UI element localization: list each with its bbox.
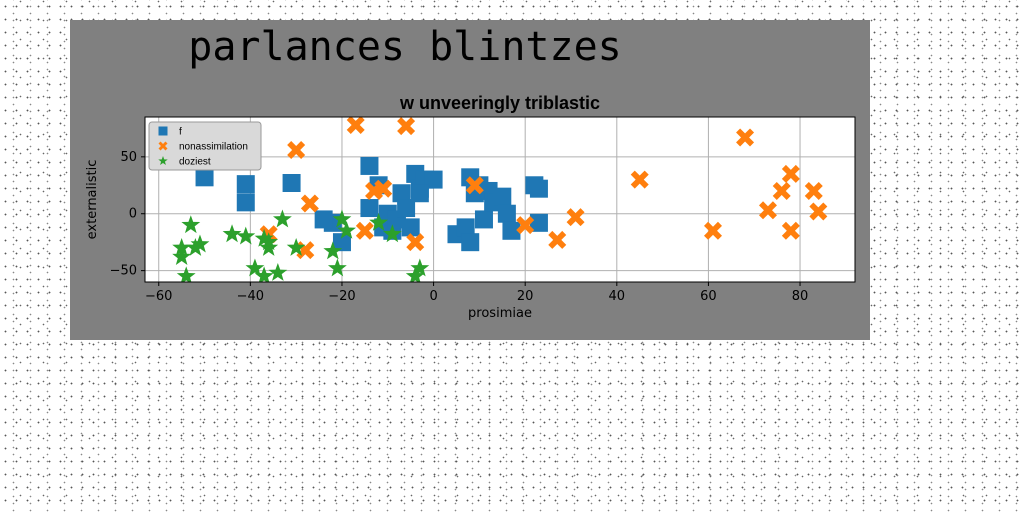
legend-label: nonassimilation: [179, 142, 248, 153]
data-point-x: [355, 221, 374, 240]
x-tick-label: 0: [429, 289, 437, 304]
x-tick-label: 80: [792, 289, 809, 304]
y-tick-label: 50: [120, 150, 137, 165]
data-point-square: [282, 174, 301, 192]
data-point-square: [236, 193, 255, 212]
data-point-star: [245, 258, 265, 277]
x-tick-label: 60: [700, 289, 717, 304]
figure-suptitle: parlances blintzes: [188, 24, 622, 70]
legend-label: doziest: [179, 157, 211, 168]
data-point-star: [254, 228, 274, 247]
data-point-x: [406, 233, 425, 252]
data-point-square: [195, 168, 214, 187]
data-point-square: [392, 184, 411, 203]
data-point-star: [259, 237, 279, 256]
x-tick-label: −60: [145, 289, 172, 304]
data-point-square: [360, 156, 379, 175]
data-point-star: [222, 224, 242, 243]
data-point-star: [185, 237, 205, 256]
data-point-square: [236, 175, 255, 194]
plot-frame: [144, 116, 856, 283]
data-point-square: [332, 233, 351, 252]
data-point-square: [474, 210, 493, 229]
y-axis-ticks: −50 0 50: [110, 150, 145, 279]
data-point-x: [804, 181, 823, 200]
data-point-star: [254, 266, 274, 282]
data-point-square: [456, 218, 475, 237]
legend-box: [148, 121, 262, 171]
data-point-square: [424, 170, 443, 189]
x-tick-label: −40: [237, 289, 264, 304]
data-point-square: [360, 199, 379, 218]
data-point-square: [397, 199, 416, 218]
x-tick-label: 20: [517, 289, 534, 304]
y-tick-label: −50: [110, 264, 137, 279]
data-point-x: [465, 176, 484, 195]
data-point-x: [300, 194, 319, 213]
legend: f nonassimilation doziest: [148, 121, 262, 171]
data-point-x: [630, 170, 649, 189]
x-tick-label: −20: [328, 289, 355, 304]
y-tick-label: 0: [129, 207, 137, 222]
data-point-x: [374, 179, 393, 198]
data-point-square: [502, 221, 521, 240]
data-point-star: [172, 237, 192, 256]
data-point-x: [548, 230, 567, 249]
x-tick-label: 40: [609, 289, 626, 304]
data-point-star: [190, 234, 210, 253]
data-point-star: [337, 220, 356, 239]
series-f: [195, 156, 548, 252]
data-point-square: [401, 218, 420, 237]
data-point-star: [268, 263, 288, 281]
grid-lines: [145, 117, 855, 282]
data-point-star: [236, 226, 256, 245]
data-point-square: [461, 233, 480, 252]
scatter-chart: −60 −40 −20 0 20 40 60 80 −50 0 50 w unveeringly …: [85, 93, 856, 321]
data-point-x: [397, 117, 416, 136]
data-point-star: [176, 266, 196, 282]
data-point-square: [410, 184, 429, 203]
data-point-x: [346, 117, 365, 134]
data-point-x: [809, 202, 828, 221]
data-point-star: [323, 241, 343, 260]
legend-marker-star: [158, 156, 168, 165]
legend-marker-square: [158, 126, 168, 136]
data-point-star: [410, 258, 430, 277]
data-point-x: [736, 128, 755, 147]
data-point-star: [332, 209, 352, 228]
data-point-x: [772, 181, 791, 200]
data-point-star: [172, 247, 192, 265]
data-point-x: [704, 221, 722, 240]
data-point-star: [181, 215, 201, 234]
data-point-star: [327, 258, 347, 277]
data-marks: [172, 117, 828, 282]
legend-marker-x: [158, 141, 168, 151]
data-point-star: [382, 224, 402, 243]
data-point-x: [566, 208, 585, 227]
figure-panel: parlances blintzes −60 −40 −20 0 20 40 60 80 −5…: [70, 20, 870, 340]
chart-title: w unveeringly triblastic: [399, 93, 600, 113]
data-point-star: [273, 209, 292, 228]
x-axis-ticks: −60 −40 −20 0 20 40 60 80: [145, 282, 808, 304]
data-point-x: [781, 164, 800, 183]
x-axis-label: prosimiae: [468, 306, 532, 321]
data-point-square: [497, 204, 516, 223]
data-point-x: [516, 216, 535, 235]
data-point-x: [287, 141, 306, 159]
data-point-square: [314, 210, 333, 229]
legend-label: f: [179, 127, 182, 138]
series-doziest: [172, 209, 430, 282]
data-point-star: [369, 212, 389, 231]
data-point-x: [781, 221, 800, 240]
data-point-square: [529, 179, 548, 198]
data-point-square: [493, 187, 512, 206]
y-axis-label: externalistic: [85, 160, 100, 240]
data-point-star: [286, 237, 306, 256]
data-point-x: [758, 201, 777, 220]
data-point-square: [529, 213, 548, 232]
